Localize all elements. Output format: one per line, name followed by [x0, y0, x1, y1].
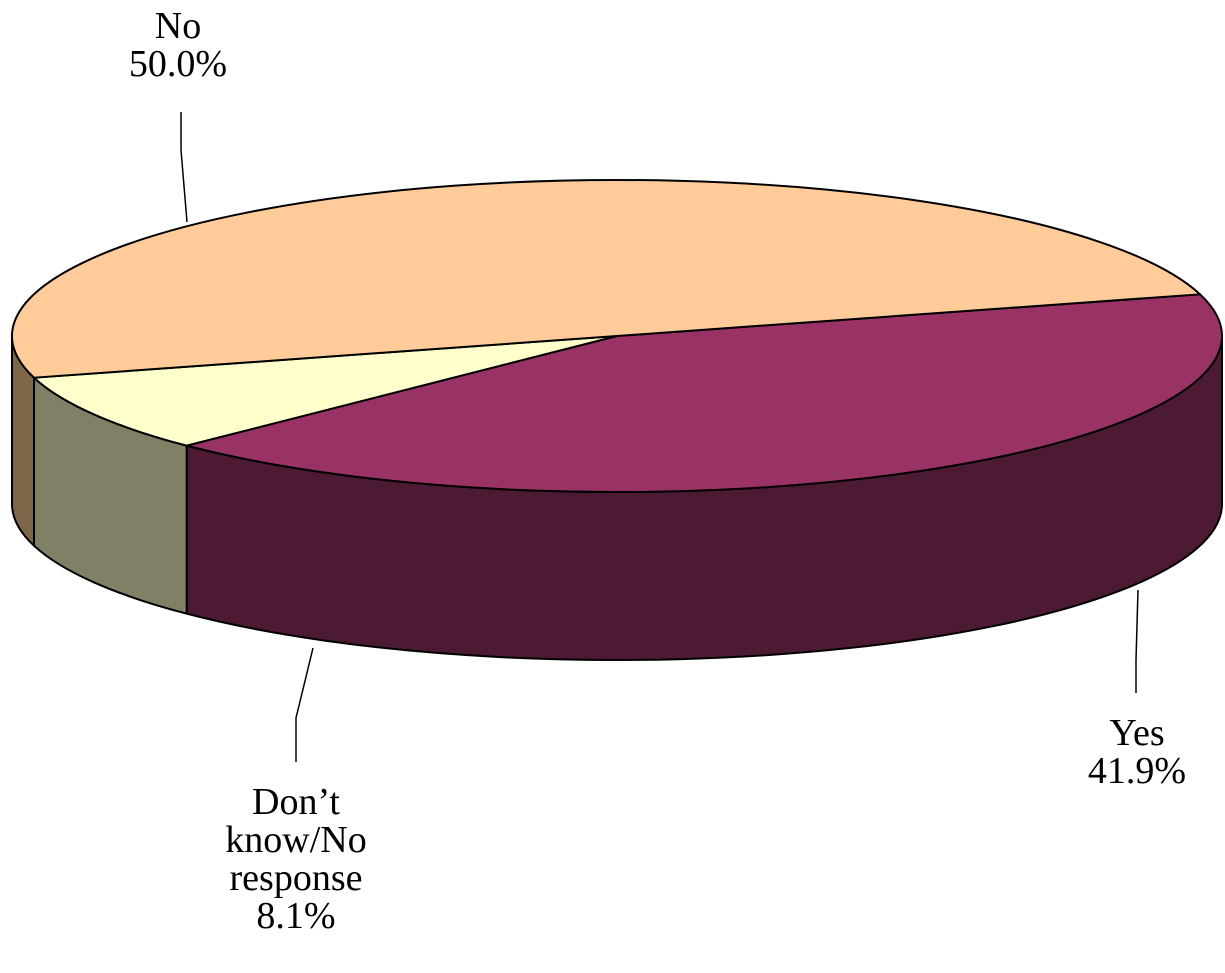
slice-value-no: 50.0%	[129, 43, 227, 85]
pie-slice-don-t	[33, 335, 618, 447]
pie-tops	[10, 179, 1224, 493]
leader-line-yes	[1135, 589, 1139, 693]
slice-value-yes: 41.9%	[1088, 750, 1186, 792]
leader-line-don-t	[295, 647, 314, 762]
leader-line-no	[180, 112, 188, 223]
slice-label-don-t: Don’t	[252, 781, 340, 823]
slice-label-don-t: know/No	[225, 819, 366, 861]
slice-label-no: No	[155, 5, 201, 47]
pie-slice-no	[10, 179, 1201, 379]
slice-value-don-t: 8.1%	[256, 895, 335, 937]
leader-lines	[180, 112, 1139, 762]
pie-slice-yes	[185, 293, 1224, 493]
slice-label-yes: Yes	[1109, 712, 1164, 754]
slice-label-don-t: response	[230, 857, 363, 899]
pie-sides	[11, 335, 1223, 661]
